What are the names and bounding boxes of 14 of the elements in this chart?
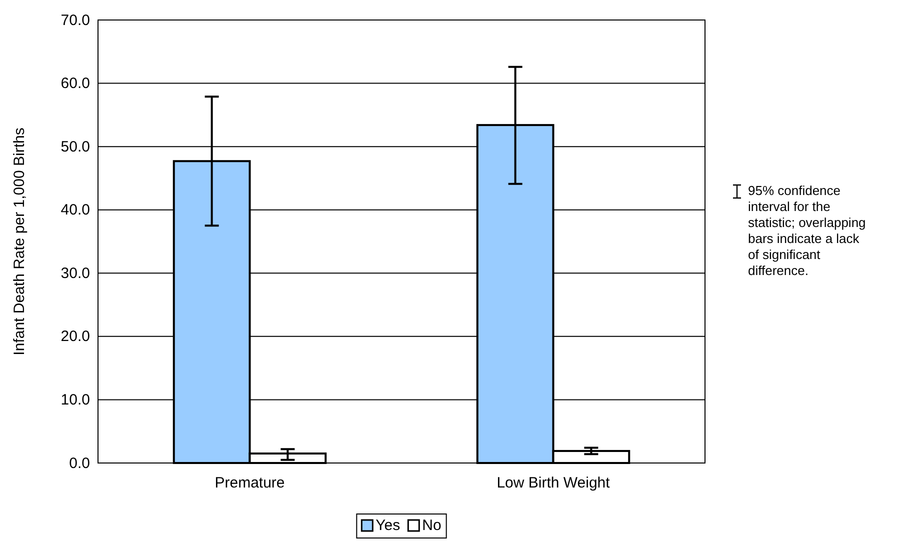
y-tick-label: 10.0 [60, 392, 90, 409]
y-tick-label: 70.0 [60, 12, 90, 29]
y-tick-label: 20.0 [60, 328, 90, 346]
y-tick-label: 60.0 [60, 75, 90, 92]
x-tick-label: Premature [214, 474, 285, 492]
y-tick-label: 0.0 [69, 454, 90, 472]
x-tick-label: Low Birth Weight [496, 474, 611, 492]
y-tick-label: 50.0 [60, 138, 90, 156]
text: 95% confidence interval for the statistic; overlapping bars indicate a lack of significant difference. [748, 183, 866, 278]
y-tick-label: 30.0 [60, 264, 90, 282]
legend-label: Yes [376, 517, 400, 534]
legend-label: No [422, 517, 442, 534]
y-axis-title: Infant Death Rate per 1,000 Births [11, 128, 28, 356]
y-tick-label: 40.0 [60, 202, 90, 219]
